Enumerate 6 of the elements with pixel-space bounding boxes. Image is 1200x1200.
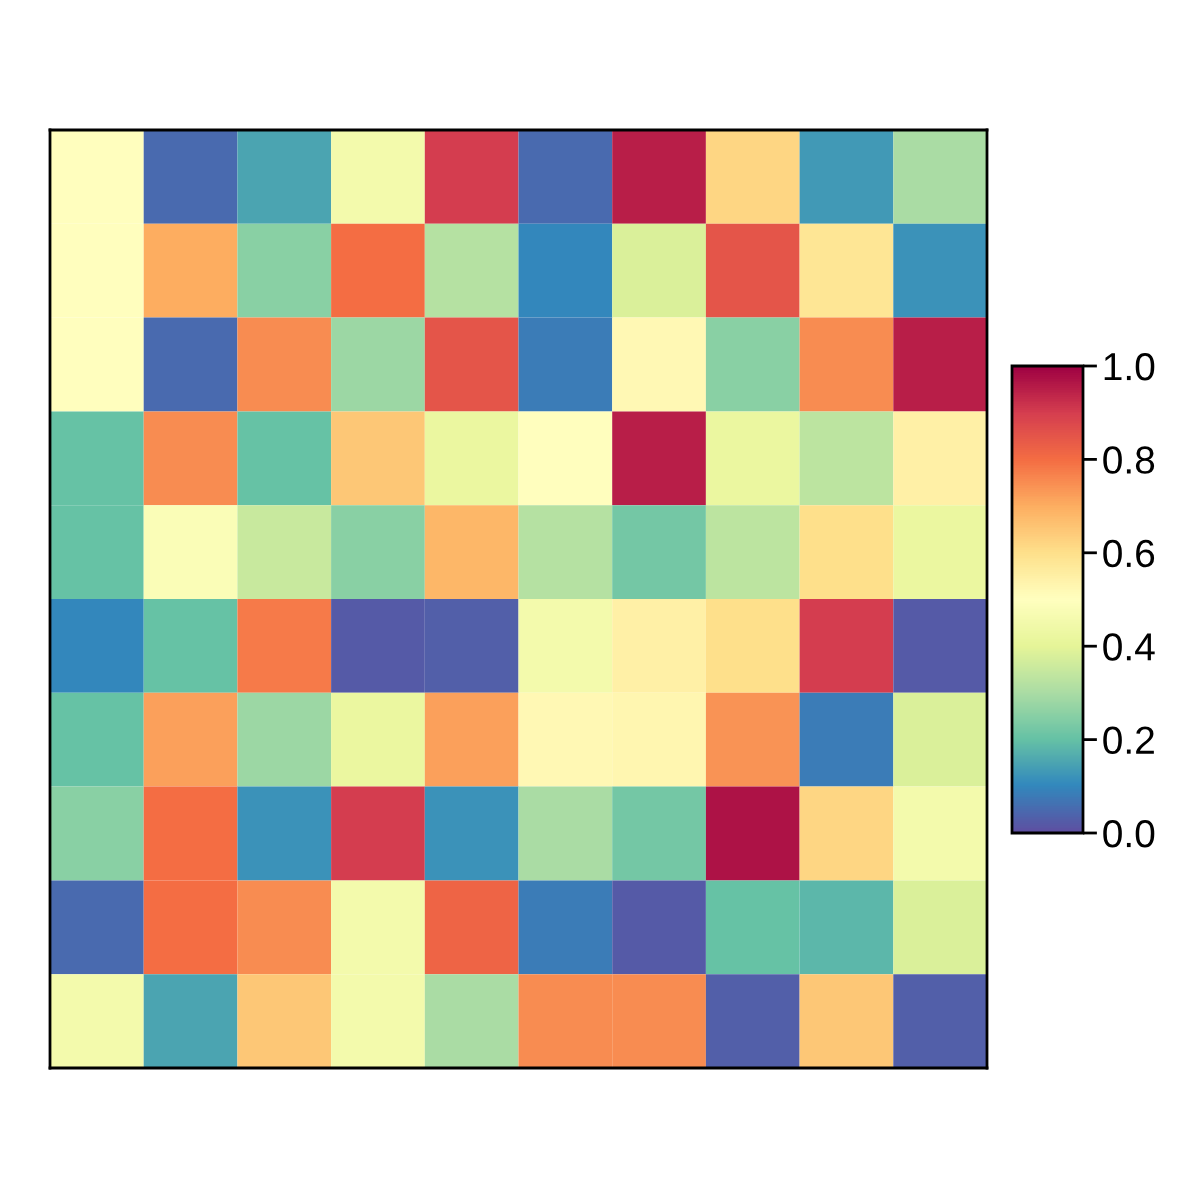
color-bar-label: 0.6 bbox=[1103, 539, 1155, 568]
color-bar-label: 1.0 bbox=[1104, 352, 1155, 381]
color-bar-label: 0.4 bbox=[1103, 633, 1155, 661]
color-bar-label: 0.8 bbox=[1103, 446, 1155, 474]
color-bar-label: 0.0 bbox=[1103, 819, 1155, 848]
color-bar-label: 0.2 bbox=[1103, 726, 1154, 755]
